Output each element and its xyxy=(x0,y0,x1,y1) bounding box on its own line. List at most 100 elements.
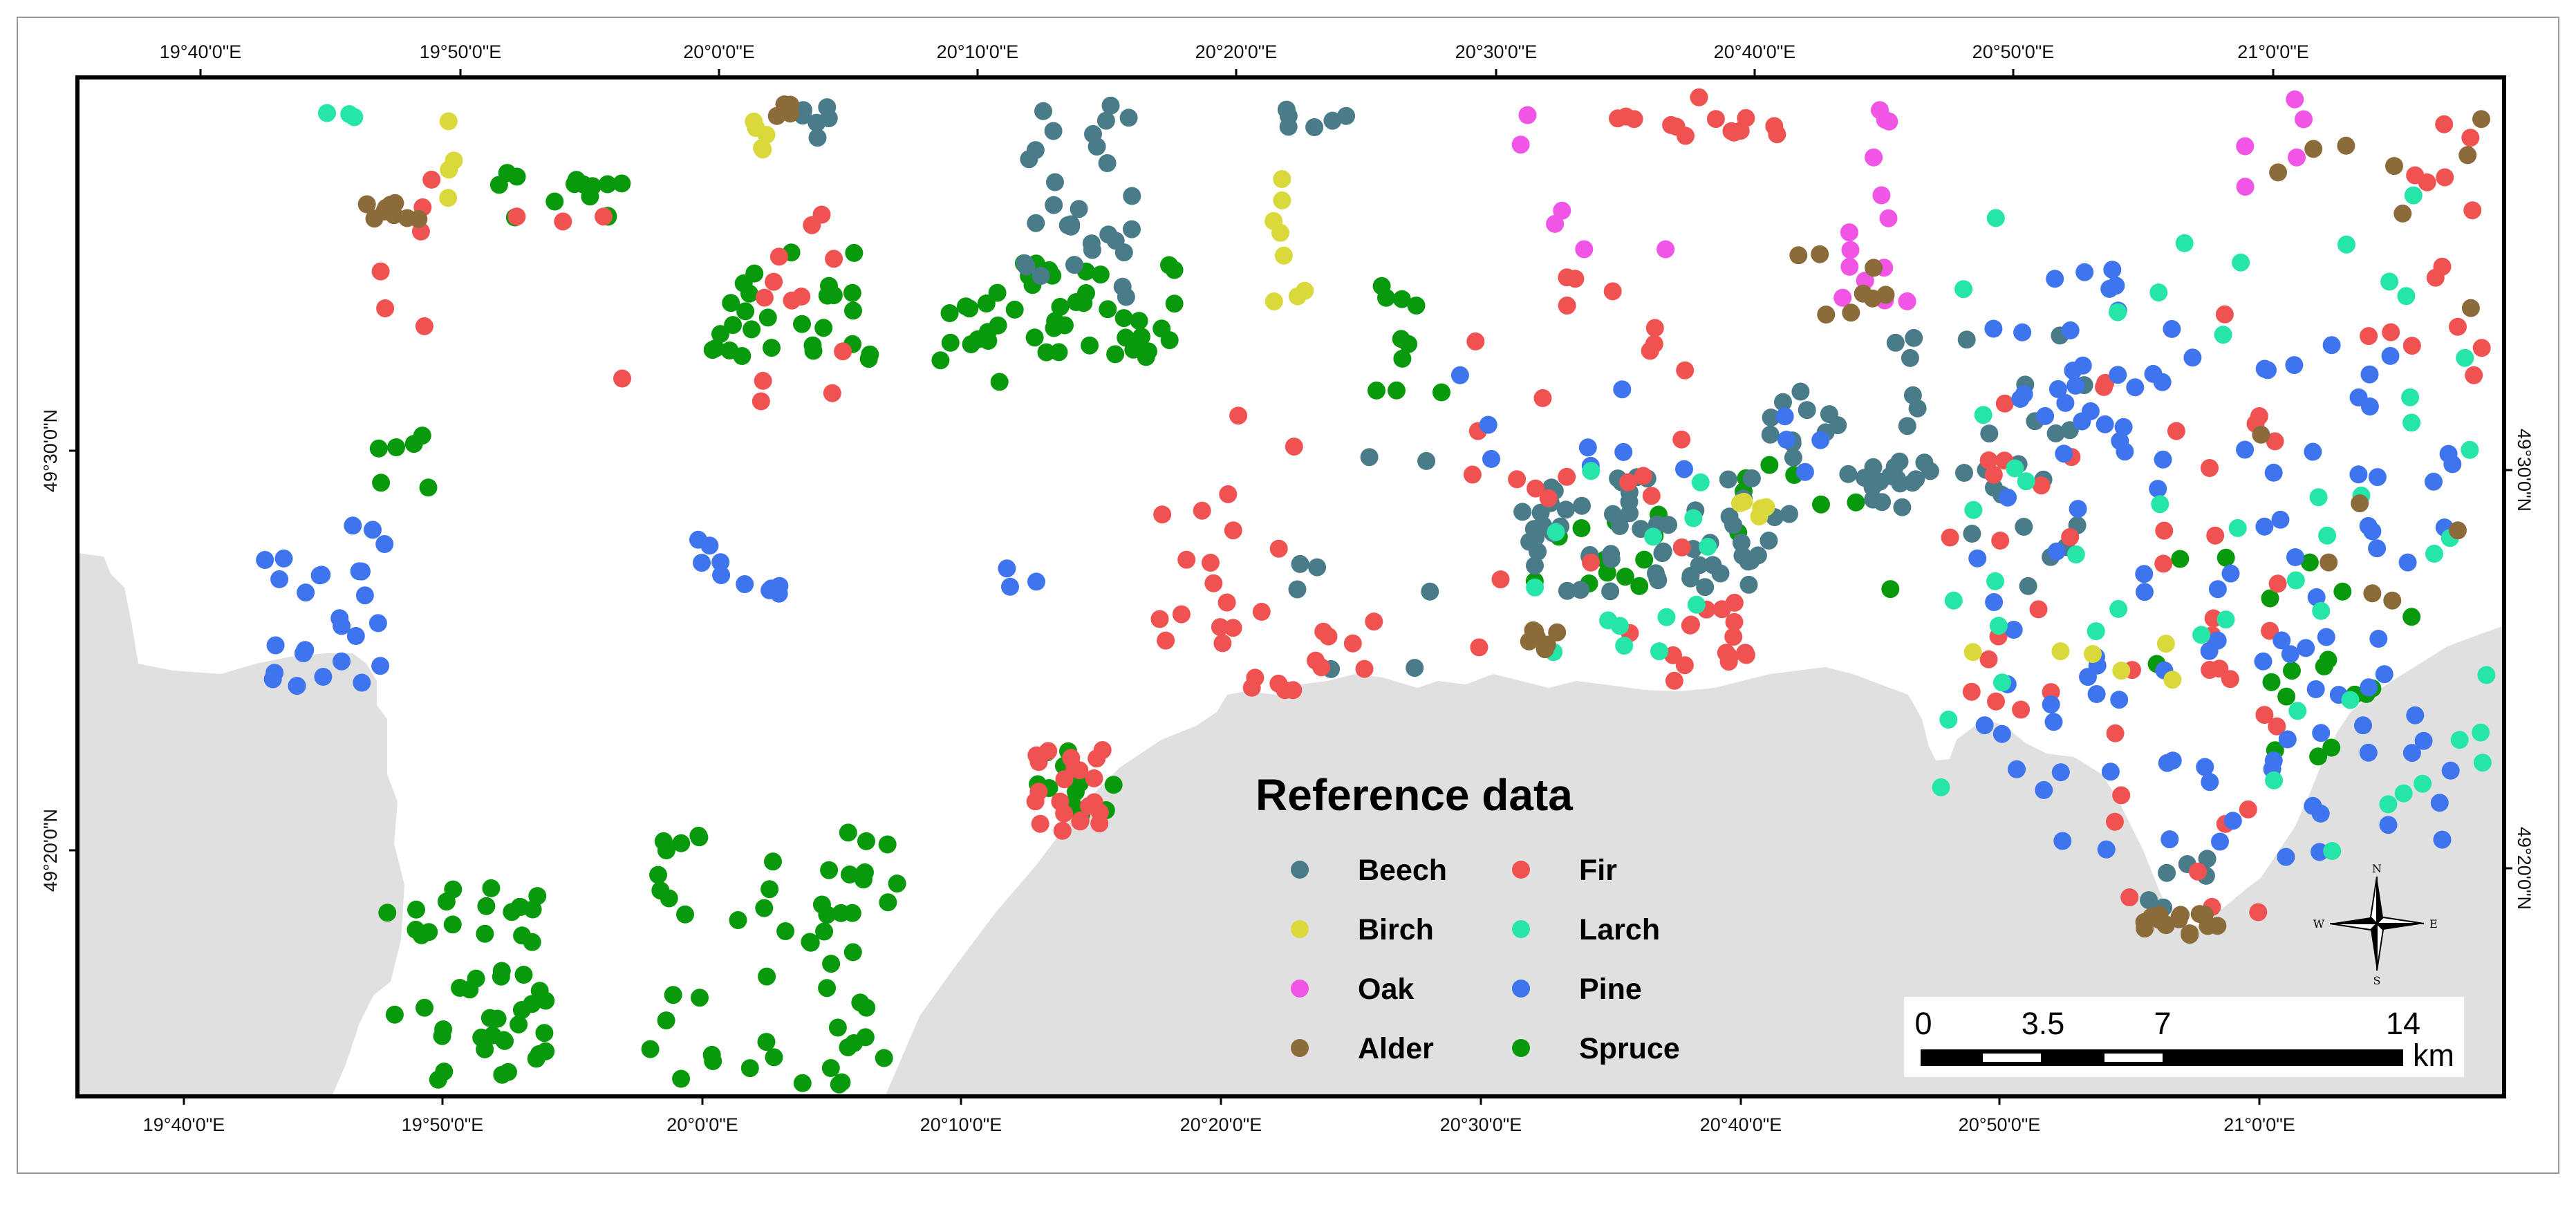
reference-point-pine xyxy=(2047,542,2066,561)
reference-point-larch xyxy=(1964,500,1983,519)
legend-item-birch: Birch xyxy=(1291,913,1434,946)
reference-point-pine xyxy=(2055,445,2073,463)
reference-point-fir xyxy=(1603,282,1622,301)
reference-point-alder xyxy=(1842,303,1860,322)
reference-point-fir xyxy=(2061,527,2080,546)
bottom-tick-label: 20°0'0"E xyxy=(666,1114,738,1135)
reference-point-fir xyxy=(2155,521,2174,540)
reference-point-spruce xyxy=(1760,456,1779,474)
reference-point-larch xyxy=(2323,842,2342,860)
reference-point-spruce xyxy=(818,286,837,305)
reference-point-spruce xyxy=(940,304,959,322)
reference-point-pine xyxy=(364,521,382,539)
reference-point-spruce xyxy=(1114,309,1133,328)
reference-point-pine xyxy=(297,583,315,602)
reference-point-larch xyxy=(2477,666,2496,684)
reference-point-spruce xyxy=(706,339,725,357)
reference-point-spruce xyxy=(429,1070,447,1089)
reference-point-fir xyxy=(2206,526,2225,545)
reference-point-fir xyxy=(2189,862,2207,881)
reference-point-larch xyxy=(2109,599,2128,618)
reference-point-fir xyxy=(1995,394,2014,413)
reference-point-spruce xyxy=(875,1049,893,1067)
reference-point-spruce xyxy=(416,998,433,1017)
reference-point-spruce xyxy=(729,911,747,929)
reference-point-fir xyxy=(1053,821,1072,840)
reference-point-beech xyxy=(1891,474,1910,493)
reference-point-fir xyxy=(2106,812,2124,831)
legend-swatch xyxy=(1512,980,1530,998)
reference-point-pine xyxy=(2097,840,2116,859)
reference-point-spruce xyxy=(1130,312,1148,330)
map-border xyxy=(75,75,2506,1098)
reference-point-alder xyxy=(2304,140,2323,158)
reference-point-pine xyxy=(2278,730,2297,749)
reference-point-spruce xyxy=(672,834,691,852)
reference-point-larch xyxy=(2318,526,2337,545)
reference-point-pine xyxy=(2271,510,2290,529)
reference-point-spruce xyxy=(528,887,547,906)
reference-point-fir xyxy=(2426,268,2445,287)
legend-label: Fir xyxy=(1579,854,1617,887)
reference-point-alder xyxy=(1548,623,1567,642)
reference-point-pine xyxy=(2277,848,2295,866)
reference-point-beech xyxy=(1648,569,1667,588)
reference-point-spruce xyxy=(2309,747,2328,766)
reference-point-spruce xyxy=(664,986,682,1004)
reference-point-beech xyxy=(1963,525,1981,543)
reference-point-spruce xyxy=(1847,493,1865,512)
reference-point-birch xyxy=(2051,642,2070,661)
reference-point-fir xyxy=(1252,603,1271,621)
reference-point-pine xyxy=(769,584,788,603)
reference-point-beech xyxy=(1032,267,1050,285)
reference-point-fir xyxy=(1979,451,1998,469)
reference-point-pine xyxy=(2381,346,2400,365)
reference-point-spruce xyxy=(545,192,564,211)
reference-point-larch xyxy=(1993,673,2011,692)
reference-point-larch xyxy=(2341,691,2360,709)
reference-point-spruce xyxy=(818,979,837,998)
reference-point-spruce xyxy=(2300,553,2319,572)
reference-point-beech xyxy=(1065,256,1083,274)
reference-point-pine xyxy=(2051,763,2070,782)
reference-point-pine xyxy=(2208,631,2227,650)
reference-point-spruce xyxy=(2261,589,2279,608)
reference-point-larch xyxy=(2017,472,2035,491)
reference-point-pine xyxy=(2433,830,2452,849)
reference-point-pine xyxy=(2264,463,2283,482)
reference-point-fir xyxy=(1566,270,1585,288)
reference-point-fir xyxy=(1055,804,1074,823)
reference-point-spruce xyxy=(419,478,438,497)
reference-point-spruce xyxy=(1616,568,1634,586)
reference-point-pine xyxy=(2281,645,2299,664)
reference-point-spruce xyxy=(1025,328,1044,347)
reference-point-spruce xyxy=(513,926,532,945)
reference-point-spruce xyxy=(724,316,743,335)
reference-point-spruce xyxy=(2171,550,2190,568)
reference-point-pine xyxy=(375,535,394,553)
reference-point-larch xyxy=(2288,702,2307,720)
reference-point-spruce xyxy=(1049,343,1068,362)
reference-point-beech xyxy=(1681,569,1700,588)
reference-point-oak xyxy=(1840,223,1858,242)
reference-point-pine xyxy=(350,562,368,581)
reference-point-birch xyxy=(1271,223,1289,242)
reference-point-beech xyxy=(1421,582,1439,601)
reference-point-beech xyxy=(2158,863,2176,882)
reference-point-birch xyxy=(2084,645,2102,663)
reference-point-pine xyxy=(2360,365,2379,384)
reference-point-fir xyxy=(2266,432,2284,451)
reference-point-spruce xyxy=(1051,297,1070,316)
reference-point-fir xyxy=(2418,173,2436,191)
reference-point-pine xyxy=(2368,468,2387,487)
reference-point-alder xyxy=(2156,916,2175,935)
reference-point-fir xyxy=(2032,476,2051,495)
reference-point-fir xyxy=(371,262,390,281)
reference-point-fir xyxy=(1285,438,1303,456)
reference-point-pine xyxy=(2425,472,2443,491)
reference-point-pine xyxy=(693,554,711,572)
reference-point-pine xyxy=(2221,564,2240,583)
reference-point-pine xyxy=(1992,724,2011,743)
reference-point-beech xyxy=(1123,220,1141,238)
reference-point-fir xyxy=(1539,489,1558,507)
